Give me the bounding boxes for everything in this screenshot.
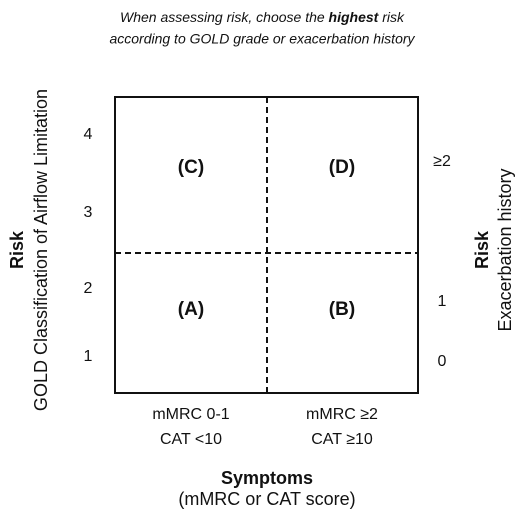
column-label: mMRC 0-1 [152,406,229,423]
axis-subtitle: (mMRC or CAT score) [178,489,355,509]
axis-subtitle: Exacerbation history [495,168,515,331]
quadrant-label: (D) [329,157,355,178]
scale-label: 1 [438,293,447,310]
scale-label: ≥2 [433,153,451,170]
scale-label: 4 [84,126,93,143]
column-label: CAT <10 [160,431,222,448]
title-text: risk [382,9,405,25]
scale-label: 3 [84,204,93,221]
title-line: according to GOLD grade or exacerbation … [109,31,415,47]
title-emphasis: highest [329,9,380,25]
axis-title: Risk [472,230,492,269]
axis-title: Symptoms [221,468,313,488]
scale-label: 1 [84,348,93,365]
axis-title: Risk [7,230,27,269]
quadrant-label: (B) [329,299,355,320]
title-text: When assessing risk, choose the [120,9,325,25]
scale-label: 0 [438,353,447,370]
title-line: When assessing risk, choose the highest … [120,9,405,25]
scale-label: 2 [84,280,93,297]
axis-subtitle: GOLD Classification of Airflow Limitatio… [31,89,51,411]
column-label: mMRC ≥2 [306,406,378,423]
quadrant-label: (A) [178,299,204,320]
column-label: CAT ≥10 [311,431,373,448]
quadrant-label: (C) [178,157,204,178]
